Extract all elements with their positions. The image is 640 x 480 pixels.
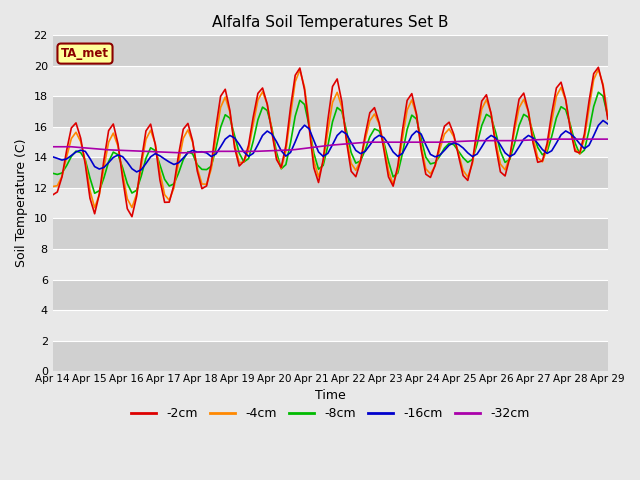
Bar — [52, 127, 608, 157]
Bar — [52, 341, 608, 371]
Bar — [52, 36, 608, 66]
X-axis label: Time: Time — [315, 389, 346, 402]
Bar — [52, 310, 608, 341]
Bar — [52, 157, 608, 188]
Bar — [52, 96, 608, 127]
Bar — [52, 279, 608, 310]
Bar — [52, 66, 608, 96]
Bar — [52, 218, 608, 249]
Legend: -2cm, -4cm, -8cm, -16cm, -32cm: -2cm, -4cm, -8cm, -16cm, -32cm — [126, 402, 534, 425]
Bar — [52, 249, 608, 279]
Title: Alfalfa Soil Temperatures Set B: Alfalfa Soil Temperatures Set B — [212, 15, 449, 30]
Bar — [52, 188, 608, 218]
Y-axis label: Soil Temperature (C): Soil Temperature (C) — [15, 139, 28, 267]
Text: TA_met: TA_met — [61, 47, 109, 60]
